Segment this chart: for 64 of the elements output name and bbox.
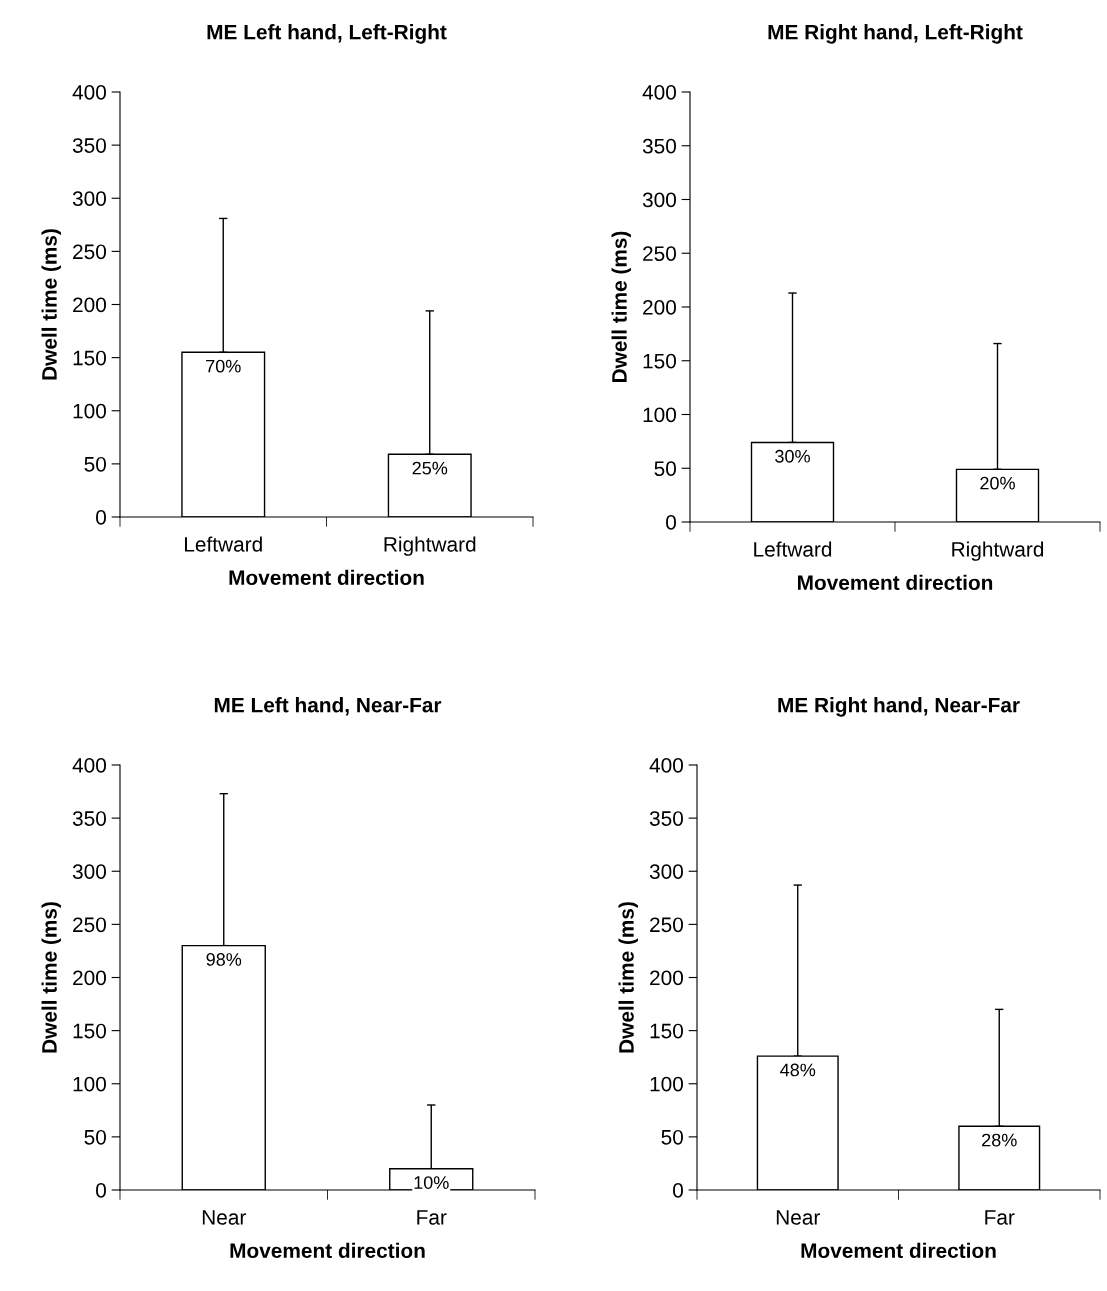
annotation: 70% — [206, 359, 241, 373]
y-axis-title: Dwell time (ms) — [41, 229, 61, 380]
y-tick-label: 300 — [72, 864, 106, 879]
y-tick-label: 400 — [642, 85, 676, 100]
annotation: 98% — [206, 953, 242, 966]
y-tick-label: 250 — [643, 246, 676, 261]
y-tick-label: 50 — [661, 1129, 683, 1145]
x-tick-label: Leftward — [754, 541, 832, 557]
annotation: 48% — [780, 1063, 816, 1077]
y-tick-label: 400 — [649, 758, 683, 773]
y-tick-label: 350 — [72, 811, 106, 826]
y-tick-label: 0 — [666, 515, 676, 530]
x-tick-label: Far — [417, 1210, 447, 1225]
y-tick-label: 250 — [73, 244, 106, 260]
y-tick-label: 50 — [84, 456, 106, 472]
y-tick-label: 100 — [73, 403, 106, 419]
y-tick-label: 150 — [73, 350, 106, 366]
y-tick-label: 50 — [654, 461, 676, 476]
x-axis-title: Movement direction — [798, 574, 993, 591]
x-axis-title: Movement direction — [229, 569, 424, 586]
chart-title: ME Right hand, Left-Right — [768, 24, 1023, 44]
y-tick-label: 350 — [72, 138, 106, 153]
y-tick-label: 400 — [72, 758, 106, 773]
y-tick-label: 0 — [96, 1183, 106, 1198]
y-tick-label: 350 — [649, 811, 683, 826]
x-axis-title: Movement direction — [230, 1242, 425, 1259]
y-tick-label: 150 — [650, 1023, 683, 1039]
y-tick-label: 250 — [73, 917, 106, 933]
x-tick-label: Near — [202, 1210, 246, 1225]
x-axis-title: Movement direction — [801, 1242, 996, 1259]
y-tick-label: 200 — [73, 970, 106, 986]
x-tick-label: Far — [985, 1210, 1015, 1225]
y-tick-label: 100 — [643, 407, 676, 423]
y-axis-title: Dwell time (ms) — [41, 902, 61, 1053]
y-tick-label: 300 — [642, 192, 676, 208]
y-tick-label: 250 — [650, 917, 683, 933]
annotation: 25% — [412, 461, 448, 475]
y-tick-label: 150 — [73, 1023, 106, 1039]
x-tick-label: Near — [776, 1210, 820, 1225]
y-tick-label: 100 — [73, 1076, 106, 1092]
x-tick-label: Leftward — [185, 536, 262, 552]
y-axis-title: Dwell time (ms) — [611, 231, 631, 383]
y-tick-label: 150 — [643, 353, 676, 369]
x-tick-label: Rightward — [952, 541, 1044, 561]
annotation: 20% — [980, 476, 1015, 490]
x-tick-label: Rightward — [384, 536, 476, 556]
chart-title: ME Right hand, Near-Far — [778, 697, 1020, 717]
y-tick-label: 0 — [96, 510, 106, 525]
chart-title: ME Left hand, Near-Far — [214, 697, 442, 716]
annotation: 10% — [414, 1176, 449, 1189]
y-tick-label: 400 — [72, 85, 106, 100]
y-tick-label: 100 — [650, 1076, 683, 1092]
y-tick-label: 300 — [72, 191, 106, 206]
y-tick-label: 200 — [643, 300, 676, 315]
y-tick-label: 50 — [84, 1129, 106, 1145]
annotation: 30% — [775, 449, 810, 463]
y-tick-label: 200 — [73, 297, 106, 313]
chart-title: ME Left hand, Left-Right — [207, 24, 447, 44]
y-axis-title: Dwell time (ms) — [618, 902, 638, 1053]
y-tick-label: 350 — [642, 138, 676, 154]
annotation: 28% — [982, 1133, 1017, 1147]
y-tick-label: 0 — [673, 1183, 683, 1198]
y-tick-label: 300 — [649, 864, 683, 879]
y-tick-label: 200 — [650, 970, 683, 986]
